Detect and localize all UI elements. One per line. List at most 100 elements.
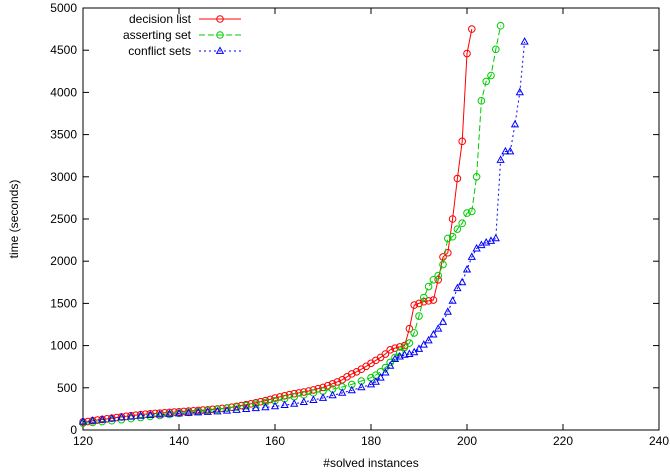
data-point	[492, 45, 500, 54]
data-point	[429, 275, 438, 284]
data-point	[463, 209, 471, 217]
data-point	[156, 409, 164, 417]
x-tick-label: 240	[649, 434, 669, 448]
x-tick-label: 120	[73, 434, 93, 448]
data-point	[232, 405, 241, 413]
data-point	[510, 119, 520, 128]
data-point	[462, 265, 472, 273]
data-point	[506, 146, 515, 155]
data-point	[213, 405, 222, 414]
data-point	[299, 397, 308, 406]
data-point	[247, 400, 255, 408]
data-point	[458, 137, 467, 146]
data-point	[348, 370, 356, 378]
data-point	[146, 410, 155, 419]
y-tick-label: 2500	[50, 212, 77, 226]
data-point	[280, 392, 289, 400]
data-point	[458, 277, 467, 286]
data-point	[242, 401, 250, 410]
data-point	[381, 350, 390, 358]
data-point	[208, 405, 217, 414]
data-point	[496, 155, 505, 163]
legend-marker-conflict-sets	[215, 46, 225, 54]
series-conflict-sets	[78, 37, 529, 425]
data-point	[444, 248, 452, 257]
data-point	[223, 404, 231, 413]
data-point	[424, 335, 433, 344]
series-line-asserting-set	[82, 25, 502, 424]
data-point	[318, 393, 328, 401]
y-tick-label: 4000	[50, 85, 77, 99]
y-tick-label: 3000	[50, 170, 77, 184]
y-tick-label: 4500	[50, 43, 77, 57]
data-point	[376, 373, 385, 381]
data-point	[453, 225, 462, 233]
data-point	[448, 232, 457, 241]
data-point	[391, 344, 399, 352]
data-point	[424, 282, 433, 291]
data-point	[218, 404, 226, 413]
data-point	[309, 386, 318, 394]
data-point	[448, 296, 457, 304]
data-point	[309, 395, 318, 403]
data-point	[107, 413, 116, 422]
data-point	[434, 275, 443, 284]
data-point	[280, 400, 289, 409]
x-tick-label: 200	[457, 434, 477, 448]
data-point	[222, 406, 232, 414]
data-point	[213, 406, 222, 415]
series-line-conflict-sets	[82, 41, 526, 423]
data-point	[477, 97, 486, 105]
data-point	[300, 388, 308, 396]
y-tick-label: 5000	[50, 1, 77, 15]
y-tick-label: 2000	[50, 254, 77, 268]
data-point	[482, 237, 491, 246]
legend-marker-asserting-set	[216, 31, 224, 39]
series-decision-list	[79, 25, 476, 426]
data-point	[501, 146, 510, 155]
data-point	[252, 400, 260, 409]
data-point	[261, 402, 270, 411]
data-point	[328, 379, 337, 388]
data-point	[78, 416, 88, 425]
data-point	[371, 377, 380, 385]
data-point	[420, 293, 428, 302]
data-point	[453, 174, 462, 183]
data-point	[117, 412, 126, 421]
data-point	[98, 415, 107, 423]
data-point	[491, 233, 500, 242]
data-point	[482, 77, 491, 86]
y-tick-label: 1500	[50, 296, 77, 310]
data-point	[203, 407, 212, 415]
data-point	[520, 37, 529, 45]
data-point	[271, 394, 279, 402]
data-point	[319, 383, 327, 392]
data-point	[419, 340, 428, 348]
data-point	[386, 361, 395, 369]
data-point	[276, 393, 284, 401]
data-point	[443, 307, 452, 315]
x-tick-label: 160	[265, 434, 285, 448]
x-tick-label: 140	[169, 434, 189, 448]
data-point	[496, 21, 505, 30]
data-point	[165, 408, 174, 417]
data-point	[396, 343, 404, 351]
data-point	[467, 252, 476, 260]
data-point	[333, 378, 342, 386]
data-point	[270, 401, 280, 410]
data-point	[453, 283, 462, 292]
data-point	[414, 344, 424, 352]
data-point	[155, 409, 164, 418]
data-point	[410, 329, 419, 337]
legend-label-conflict-sets: conflict sets	[128, 44, 191, 58]
data-point	[400, 350, 409, 358]
data-point	[472, 173, 481, 181]
data-point	[271, 396, 279, 405]
data-point	[458, 219, 467, 228]
series-line-decision-list	[82, 29, 473, 423]
data-point	[395, 351, 404, 360]
data-point	[156, 411, 164, 420]
data-point	[204, 406, 212, 415]
x-tick-label: 220	[553, 434, 573, 448]
